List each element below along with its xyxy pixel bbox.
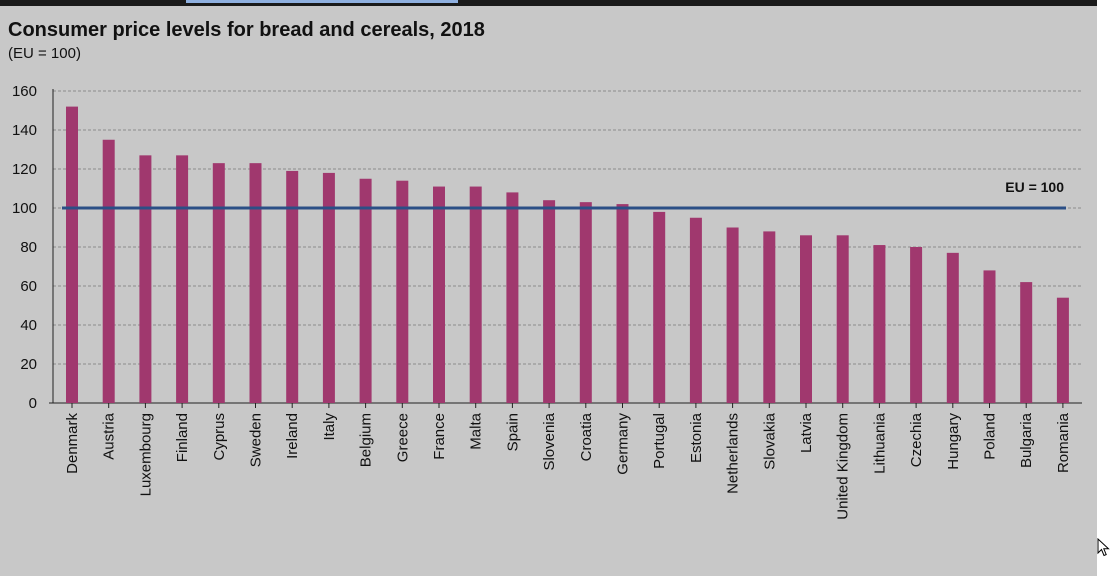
- x-tick-label: Hungary: [945, 413, 962, 470]
- x-tick-label: Slovakia: [761, 412, 778, 469]
- x-tick-label: Luxembourg: [137, 413, 154, 496]
- y-tick-label: 0: [29, 395, 37, 412]
- x-tick-label: Italy: [321, 413, 338, 441]
- x-tick-label: Romania: [1055, 412, 1072, 473]
- y-tick-label: 20: [20, 356, 37, 373]
- bar: [102, 139, 115, 403]
- bar: [359, 178, 372, 403]
- y-tick-label: 140: [12, 122, 37, 139]
- bar: [66, 106, 78, 403]
- bar: [579, 202, 592, 403]
- chart-subtitle: (EU = 100): [8, 45, 81, 62]
- y-tick-label: 40: [20, 317, 37, 334]
- window-edge: [1097, 0, 1115, 576]
- bar: [689, 217, 702, 403]
- x-tick-label: Portugal: [651, 413, 668, 469]
- x-tick-label: Latvia: [798, 412, 815, 453]
- y-tick-label: 60: [20, 278, 37, 295]
- x-tick-label: Spain: [504, 413, 521, 451]
- bar: [873, 245, 886, 403]
- mouse-cursor-icon: [1097, 538, 1110, 557]
- bar: [616, 204, 629, 403]
- bar: [836, 235, 849, 403]
- x-tick-label: United Kingdom: [835, 413, 852, 520]
- x-tick-label: Germany: [615, 413, 632, 475]
- bar: [910, 247, 923, 403]
- x-tick-label: Sweden: [248, 413, 265, 467]
- bar: [506, 192, 519, 403]
- bar: [212, 163, 225, 403]
- bar: [286, 170, 299, 403]
- x-tick-label: Poland: [982, 413, 999, 460]
- y-tick-label: 100: [12, 200, 37, 217]
- bar: [249, 163, 262, 403]
- y-tick-label: 80: [20, 239, 37, 256]
- x-tick-label: Denmark: [64, 413, 81, 474]
- bar: [1056, 297, 1069, 403]
- eu-reference-label: EU = 100: [1005, 179, 1064, 195]
- bar: [543, 200, 556, 403]
- x-tick-label: Bulgaria: [1018, 412, 1035, 468]
- x-tick-label: France: [431, 413, 448, 460]
- top-border: [0, 0, 1097, 6]
- bar: [946, 252, 959, 403]
- x-tick-label: Greece: [394, 413, 411, 462]
- bar: [322, 172, 335, 403]
- bar: [800, 235, 812, 403]
- x-tick-label: Slovenia: [541, 412, 558, 470]
- y-tick-label: 160: [12, 83, 37, 100]
- y-tick-label: 120: [12, 161, 37, 178]
- x-tick-label: Belgium: [358, 413, 375, 467]
- x-tick-label: Cyprus: [211, 413, 228, 461]
- x-tick-label: Croatia: [578, 412, 595, 461]
- top-border-accent: [186, 0, 458, 3]
- x-tick-label: Czechia: [908, 412, 925, 467]
- bar: [433, 186, 445, 403]
- bar: [763, 231, 776, 403]
- bar: [653, 211, 666, 403]
- bar: [469, 186, 482, 403]
- bar: [726, 227, 739, 403]
- x-tick-label: Malta: [468, 412, 485, 449]
- chart-title: Consumer price levels for bread and cere…: [8, 19, 485, 41]
- x-tick-label: Netherlands: [725, 413, 742, 494]
- bar: [176, 155, 189, 403]
- x-tick-label: Austria: [101, 412, 118, 459]
- x-tick-label: Ireland: [284, 413, 301, 459]
- x-tick-label: Estonia: [688, 412, 705, 463]
- bar: [983, 270, 996, 403]
- bar: [396, 180, 409, 403]
- bar: [139, 155, 152, 403]
- x-tick-label: Lithuania: [871, 412, 888, 474]
- x-tick-label: Finland: [174, 413, 191, 462]
- bar: [1020, 282, 1033, 403]
